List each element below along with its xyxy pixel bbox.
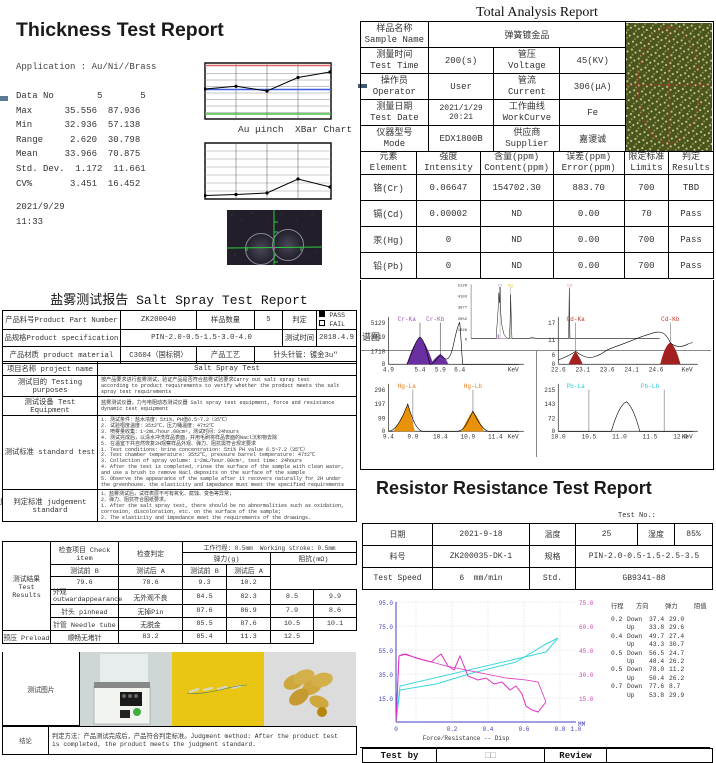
svg-text:75.0: 75.0 bbox=[579, 600, 594, 607]
svg-text:23.1: 23.1 bbox=[575, 367, 590, 374]
svg-text:10.4: 10.4 bbox=[433, 434, 448, 441]
svg-text:KeV: KeV bbox=[682, 434, 693, 441]
svg-text:197: 197 bbox=[374, 401, 385, 408]
svg-text:KeV: KeV bbox=[508, 367, 519, 374]
svg-text:Force/Resistance -- Disp: Force/Resistance -- Disp bbox=[423, 735, 510, 742]
svg-text:215: 215 bbox=[544, 387, 555, 394]
svg-text:5.4: 5.4 bbox=[414, 367, 425, 374]
svg-text:3077: 3077 bbox=[458, 307, 468, 311]
svg-text:KeV: KeV bbox=[682, 367, 693, 374]
svg-text:5129: 5129 bbox=[458, 284, 468, 288]
svg-text:296: 296 bbox=[374, 387, 385, 394]
svg-text:10.0: 10.0 bbox=[551, 434, 566, 441]
svg-text:11.4: 11.4 bbox=[488, 434, 503, 441]
svg-text:MM: MM bbox=[578, 721, 586, 728]
svg-text:4103: 4103 bbox=[458, 296, 468, 300]
svg-text:5.9: 5.9 bbox=[435, 367, 446, 374]
svg-text:23.6: 23.6 bbox=[600, 367, 615, 374]
svg-text:Cr-Kb: Cr-Kb bbox=[426, 316, 445, 323]
svg-text:35.0: 35.0 bbox=[379, 672, 394, 679]
svg-text:5129: 5129 bbox=[371, 320, 386, 327]
svg-text:6.4: 6.4 bbox=[454, 367, 465, 374]
svg-text:45.0: 45.0 bbox=[579, 648, 594, 655]
svg-text:0.6: 0.6 bbox=[519, 726, 530, 733]
svg-text:10.9: 10.9 bbox=[460, 434, 475, 441]
svg-text:15.0: 15.0 bbox=[379, 696, 394, 703]
svg-text:4.9: 4.9 bbox=[383, 367, 394, 374]
svg-text:3419: 3419 bbox=[371, 334, 386, 341]
svg-text:Pb-Lb: Pb-Lb bbox=[641, 383, 660, 390]
svg-text:72: 72 bbox=[548, 416, 556, 423]
svg-text:0: 0 bbox=[394, 726, 398, 733]
svg-text:17: 17 bbox=[548, 320, 556, 327]
svg-text:60.0: 60.0 bbox=[579, 624, 594, 631]
svg-text:Cd-Ka: Cd-Ka bbox=[566, 316, 585, 323]
svg-text:55.0: 55.0 bbox=[379, 648, 394, 655]
svg-text:11.5: 11.5 bbox=[643, 434, 658, 441]
svg-text:1710: 1710 bbox=[371, 349, 386, 356]
svg-text:Cr-Ka: Cr-Ka bbox=[398, 316, 417, 323]
svg-text:0.2: 0.2 bbox=[447, 726, 458, 733]
svg-text:KeV: KeV bbox=[508, 434, 519, 441]
svg-text:Hg-La: Hg-La bbox=[398, 383, 417, 390]
svg-text:11: 11 bbox=[548, 337, 556, 344]
svg-text:0.4: 0.4 bbox=[483, 726, 494, 733]
svg-text:6: 6 bbox=[552, 352, 556, 359]
svg-text:143: 143 bbox=[544, 401, 555, 408]
svg-text:Cr: Cr bbox=[498, 283, 503, 288]
svg-text:11.0: 11.0 bbox=[612, 434, 627, 441]
svg-text:Cd-Kb: Cd-Kb bbox=[661, 316, 680, 323]
svg-text:30.0: 30.0 bbox=[579, 672, 594, 679]
svg-text:Hg-Lb: Hg-Lb bbox=[464, 383, 483, 390]
svg-text:22.6: 22.6 bbox=[551, 367, 566, 374]
svg-text:99: 99 bbox=[378, 416, 386, 423]
svg-text:75.0: 75.0 bbox=[379, 624, 394, 631]
svg-text:Pb-La: Pb-La bbox=[566, 383, 585, 390]
svg-text:Hg: Hg bbox=[508, 284, 513, 288]
svg-text:24.6: 24.6 bbox=[649, 367, 664, 374]
svg-text:0.8: 0.8 bbox=[555, 726, 566, 733]
svg-text:9.9: 9.9 bbox=[407, 434, 418, 441]
svg-text:95.0: 95.0 bbox=[379, 600, 394, 607]
svg-text:Cd: Cd bbox=[567, 283, 572, 288]
svg-text:15.0: 15.0 bbox=[579, 696, 594, 703]
svg-text:9.4: 9.4 bbox=[383, 434, 394, 441]
svg-text:10.5: 10.5 bbox=[582, 434, 597, 441]
svg-text:24.1: 24.1 bbox=[624, 367, 639, 374]
